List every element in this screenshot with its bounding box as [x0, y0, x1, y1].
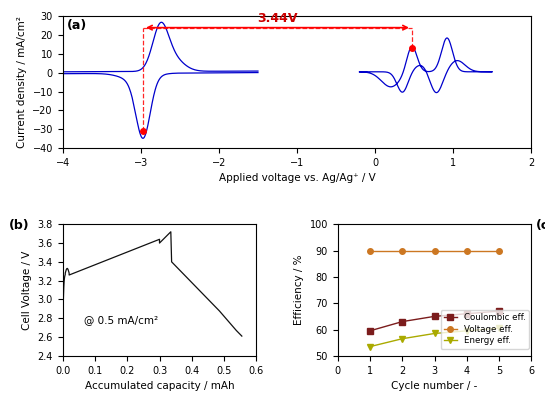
Text: (b): (b) — [8, 219, 29, 232]
Text: @ 0.5 mA/cm²: @ 0.5 mA/cm² — [84, 315, 158, 325]
Line: Voltage eff.: Voltage eff. — [367, 248, 502, 253]
Coulombic eff. — [399, 319, 405, 324]
Text: (c): (c) — [536, 219, 545, 232]
Voltage eff. — [367, 248, 373, 253]
Coulombic eff. — [496, 309, 502, 314]
X-axis label: Cycle number / -: Cycle number / - — [391, 381, 478, 391]
Line: Energy eff.: Energy eff. — [367, 326, 502, 349]
Voltage eff. — [464, 248, 470, 253]
Energy eff. — [464, 328, 470, 333]
Energy eff. — [431, 331, 438, 336]
Y-axis label: Cell Voltage / V: Cell Voltage / V — [22, 250, 32, 330]
Text: (a): (a) — [68, 19, 88, 32]
Voltage eff. — [399, 248, 405, 253]
Energy eff. — [496, 326, 502, 330]
Coulombic eff. — [431, 314, 438, 319]
Coulombic eff. — [464, 311, 470, 316]
Y-axis label: Efficiency / %: Efficiency / % — [294, 255, 304, 325]
Y-axis label: Current density / mA/cm²: Current density / mA/cm² — [17, 16, 27, 148]
Legend: Coulombic eff., Voltage eff., Energy eff.: Coulombic eff., Voltage eff., Energy eff… — [440, 310, 529, 349]
Line: Coulombic eff.: Coulombic eff. — [367, 308, 502, 334]
Voltage eff. — [496, 248, 502, 253]
Text: 3.44V: 3.44V — [257, 12, 298, 25]
Voltage eff. — [431, 248, 438, 253]
Coulombic eff. — [367, 328, 373, 333]
Energy eff. — [399, 336, 405, 341]
X-axis label: Accumulated capacity / mAh: Accumulated capacity / mAh — [84, 381, 234, 391]
X-axis label: Applied voltage vs. Ag/Ag⁺ / V: Applied voltage vs. Ag/Ag⁺ / V — [219, 173, 376, 183]
Energy eff. — [367, 344, 373, 349]
